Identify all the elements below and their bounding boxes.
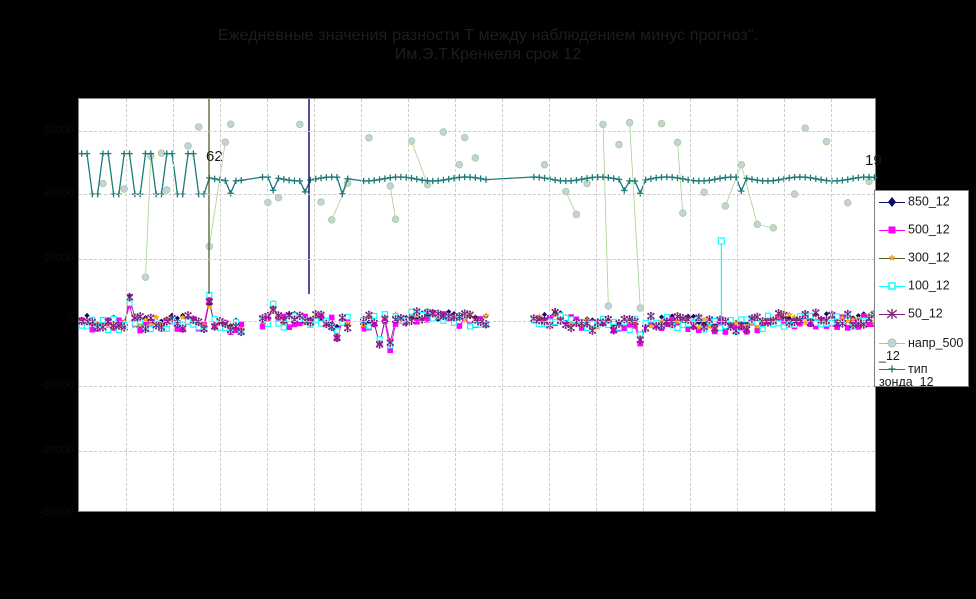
svg-text:19: 19 xyxy=(865,152,882,169)
